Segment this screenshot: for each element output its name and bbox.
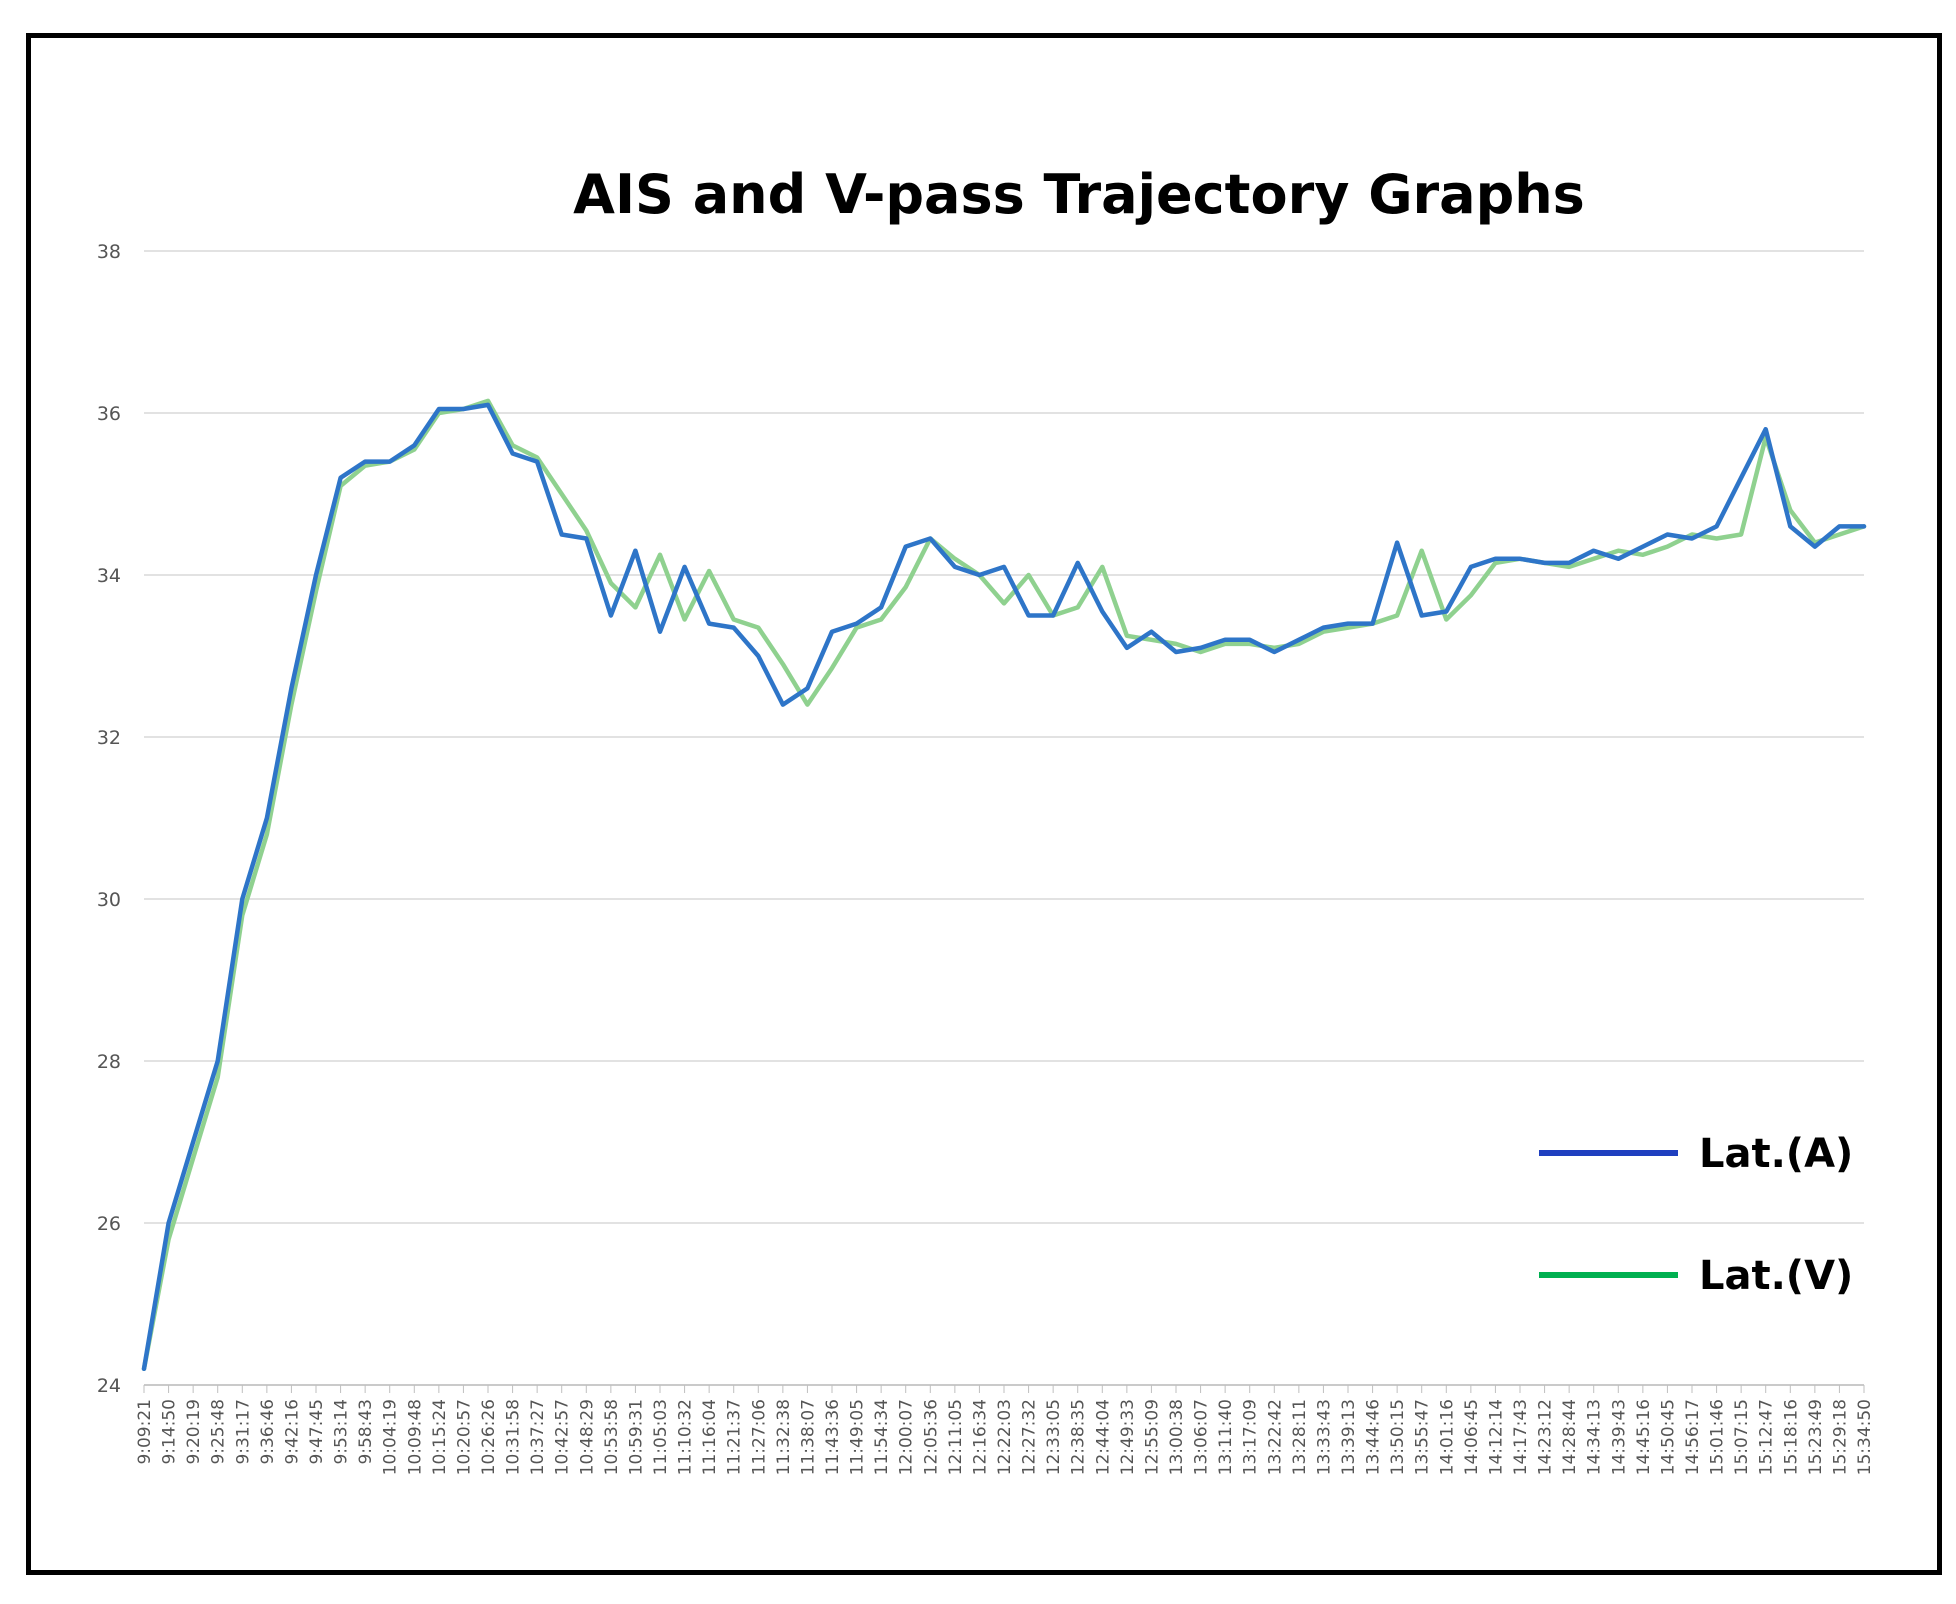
x-tick-label: 13:28:11 <box>1290 1399 1310 1475</box>
x-tick-label: 13:06:07 <box>1192 1399 1212 1475</box>
x-axis-ticks: 9:09:21 9:14:50 9:20:19 9:25:48 9:31:17 9:36:… <box>135 1385 1875 1475</box>
x-tick-label: 13:22:42 <box>1265 1399 1285 1475</box>
x-tick-label: 12:00:07 <box>897 1399 917 1475</box>
x-tick-label: 12:38:35 <box>1069 1399 1089 1475</box>
x-tick-label: 10:31:58 <box>504 1399 524 1475</box>
y-axis-ticks: 24 26 28 30 32 34 36 38 <box>97 241 121 1397</box>
x-tick-label: 12:16:34 <box>970 1399 990 1475</box>
x-tick-label: 12:44:04 <box>1093 1399 1113 1475</box>
x-tick-label: 14:39:43 <box>1609 1399 1629 1475</box>
x-tick-label: 10:53:58 <box>602 1399 622 1475</box>
legend-label: Lat.(A) <box>1699 1131 1853 1177</box>
x-tick-label: 11:32:38 <box>774 1399 794 1475</box>
x-tick-label: 9:58:43 <box>356 1399 376 1465</box>
x-tick-label: 11:16:04 <box>700 1399 720 1475</box>
x-tick-label: 9:36:46 <box>258 1399 278 1465</box>
x-tick-label: 11:27:06 <box>749 1399 769 1475</box>
series-lines <box>141 398 1867 1372</box>
x-tick-label: 11:49:05 <box>848 1399 868 1475</box>
y-tick-label: 30 <box>97 889 121 911</box>
series-line-lat-v <box>141 398 1867 1372</box>
x-tick-label: 10:26:26 <box>479 1399 499 1475</box>
line-chart: AIS and V-pass Trajectory Graphs 24 26 28 3… <box>97 163 1875 1475</box>
x-tick-label: 11:54:34 <box>872 1399 892 1475</box>
x-tick-label: 12:05:36 <box>921 1399 941 1475</box>
x-tick-label: 15:29:18 <box>1830 1399 1850 1475</box>
x-tick-label: 15:07:15 <box>1732 1399 1752 1475</box>
x-tick-label: 15:23:49 <box>1806 1399 1826 1475</box>
x-tick-label: 14:45:16 <box>1634 1399 1654 1475</box>
x-tick-label: 14:12:14 <box>1486 1399 1506 1475</box>
x-tick-label: 9:31:17 <box>233 1399 253 1465</box>
legend: Lat.(A) Lat.(V) <box>1539 1131 1853 1299</box>
x-tick-label: 11:05:03 <box>651 1399 671 1475</box>
x-tick-label: 9:53:14 <box>332 1399 352 1465</box>
x-tick-label: 15:01:46 <box>1708 1399 1728 1475</box>
x-tick-label: 12:55:09 <box>1142 1399 1162 1475</box>
series-line-lat-a <box>141 402 1867 1372</box>
chart-title: AIS and V-pass Trajectory Graphs <box>573 163 1585 226</box>
x-tick-label: 14:50:45 <box>1658 1399 1678 1475</box>
x-tick-label: 13:55:47 <box>1413 1399 1433 1475</box>
x-tick-label: 10:37:27 <box>528 1399 548 1475</box>
x-tick-label: 9:09:21 <box>135 1399 155 1465</box>
y-tick-label: 36 <box>97 403 121 425</box>
y-tick-label: 26 <box>97 1213 121 1235</box>
x-tick-label: 10:09:48 <box>405 1399 425 1475</box>
x-tick-label: 14:17:43 <box>1511 1399 1531 1475</box>
x-tick-label: 13:11:40 <box>1216 1399 1236 1475</box>
x-tick-label: 9:42:16 <box>282 1399 302 1465</box>
x-tick-label: 15:34:50 <box>1855 1399 1875 1475</box>
x-tick-label: 11:43:36 <box>823 1399 843 1475</box>
x-tick-label: 10:42:57 <box>553 1399 573 1475</box>
x-tick-label: 12:27:32 <box>1020 1399 1040 1475</box>
x-tick-label: 9:14:50 <box>160 1399 180 1465</box>
x-tick-label: 9:20:19 <box>184 1399 204 1465</box>
x-tick-label: 10:15:24 <box>430 1399 450 1475</box>
x-tick-label: 14:34:13 <box>1585 1399 1605 1475</box>
chart-frame: AIS and V-pass Trajectory Graphs 24 26 28 3… <box>26 33 1942 1575</box>
y-tick-label: 38 <box>97 241 121 263</box>
x-tick-label: 13:00:38 <box>1167 1399 1187 1475</box>
x-tick-label: 13:39:13 <box>1339 1399 1359 1475</box>
x-tick-label: 14:06:45 <box>1462 1399 1482 1475</box>
x-tick-label: 10:59:31 <box>626 1399 646 1475</box>
x-tick-label: 12:33:05 <box>1044 1399 1064 1475</box>
x-tick-label: 10:04:19 <box>381 1399 401 1475</box>
x-tick-label: 13:17:09 <box>1241 1399 1261 1475</box>
y-tick-label: 28 <box>97 1051 121 1073</box>
legend-label: Lat.(V) <box>1699 1253 1853 1299</box>
x-tick-label: 15:18:16 <box>1781 1399 1801 1475</box>
y-tick-label: 24 <box>97 1375 121 1397</box>
x-tick-label: 14:28:44 <box>1560 1399 1580 1475</box>
x-tick-label: 14:56:17 <box>1683 1399 1703 1475</box>
x-tick-label: 11:10:32 <box>676 1399 696 1475</box>
x-tick-label: 12:49:33 <box>1118 1399 1138 1475</box>
x-tick-label: 10:20:57 <box>454 1399 474 1475</box>
x-tick-label: 12:22:03 <box>995 1399 1015 1475</box>
x-tick-label: 11:21:37 <box>725 1399 745 1475</box>
x-tick-label: 13:33:43 <box>1314 1399 1334 1475</box>
x-tick-label: 14:23:12 <box>1536 1399 1556 1475</box>
x-tick-label: 9:25:48 <box>209 1399 229 1465</box>
x-tick-label: 12:11:05 <box>946 1399 966 1475</box>
y-tick-label: 32 <box>97 727 121 749</box>
x-tick-label: 13:50:15 <box>1388 1399 1408 1475</box>
x-tick-label: 10:48:29 <box>577 1399 597 1475</box>
x-tick-label: 9:47:45 <box>307 1399 327 1465</box>
gridlines <box>144 250 1864 1386</box>
x-tick-label: 11:38:07 <box>798 1399 818 1475</box>
y-tick-label: 34 <box>97 565 121 587</box>
x-tick-label: 15:12:47 <box>1757 1399 1777 1475</box>
x-tick-label: 14:01:16 <box>1437 1399 1457 1475</box>
x-tick-label: 13:44:46 <box>1364 1399 1384 1475</box>
